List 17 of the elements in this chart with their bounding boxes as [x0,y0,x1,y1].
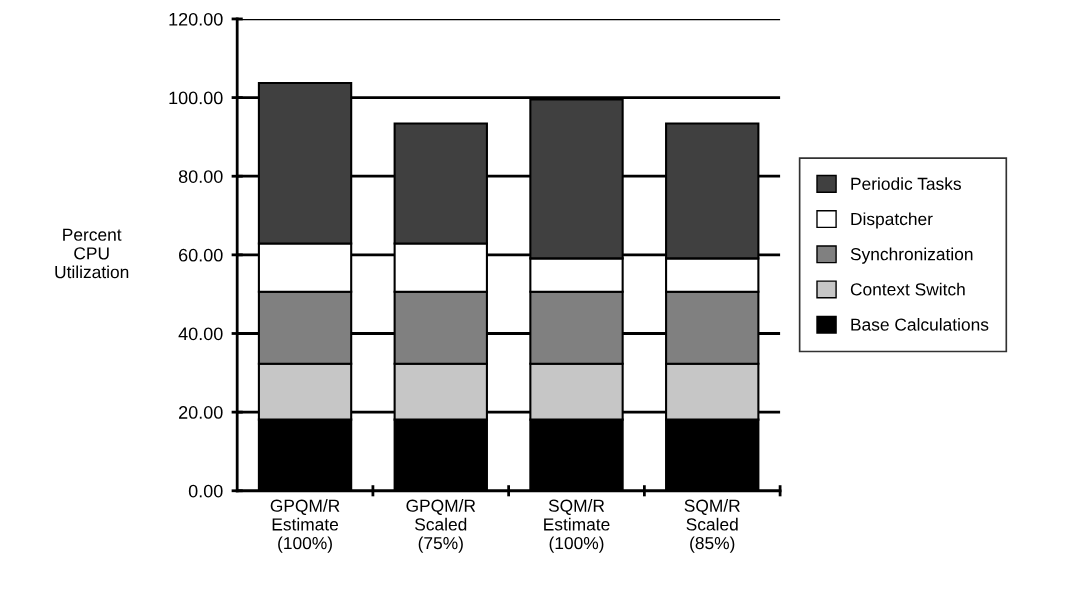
x-tick-label: SQM/R Scaled (85%) [684,499,740,553]
y-tick-label: 20.00 [179,406,223,419]
legend-label: Synchronization [850,247,973,264]
x-tick-label: GPQM/R Estimate (100%) [270,499,340,553]
legend-label: Base Calculations [851,317,989,331]
x-tick-label: SQM/R Estimate (100%) [544,499,610,553]
x-tick-label: GPQM/R Scaled (75%) [406,499,476,553]
y-tick-label: 100.00 [169,91,223,105]
y-tick-label: 0.00 [188,484,223,498]
y-axis-title: Percent CPU Utilization [55,228,129,279]
legend-label: Periodic Tasks [851,177,961,190]
y-tick-label: 40.00 [178,327,223,341]
y-tick-label: 60.00 [179,248,223,262]
y-tick-label: 80.00 [178,170,223,183]
legend-label: Dispatcher [851,212,933,229]
y-tick-label: 120.00 [169,12,223,26]
legend-label: Context Switch [850,282,965,296]
